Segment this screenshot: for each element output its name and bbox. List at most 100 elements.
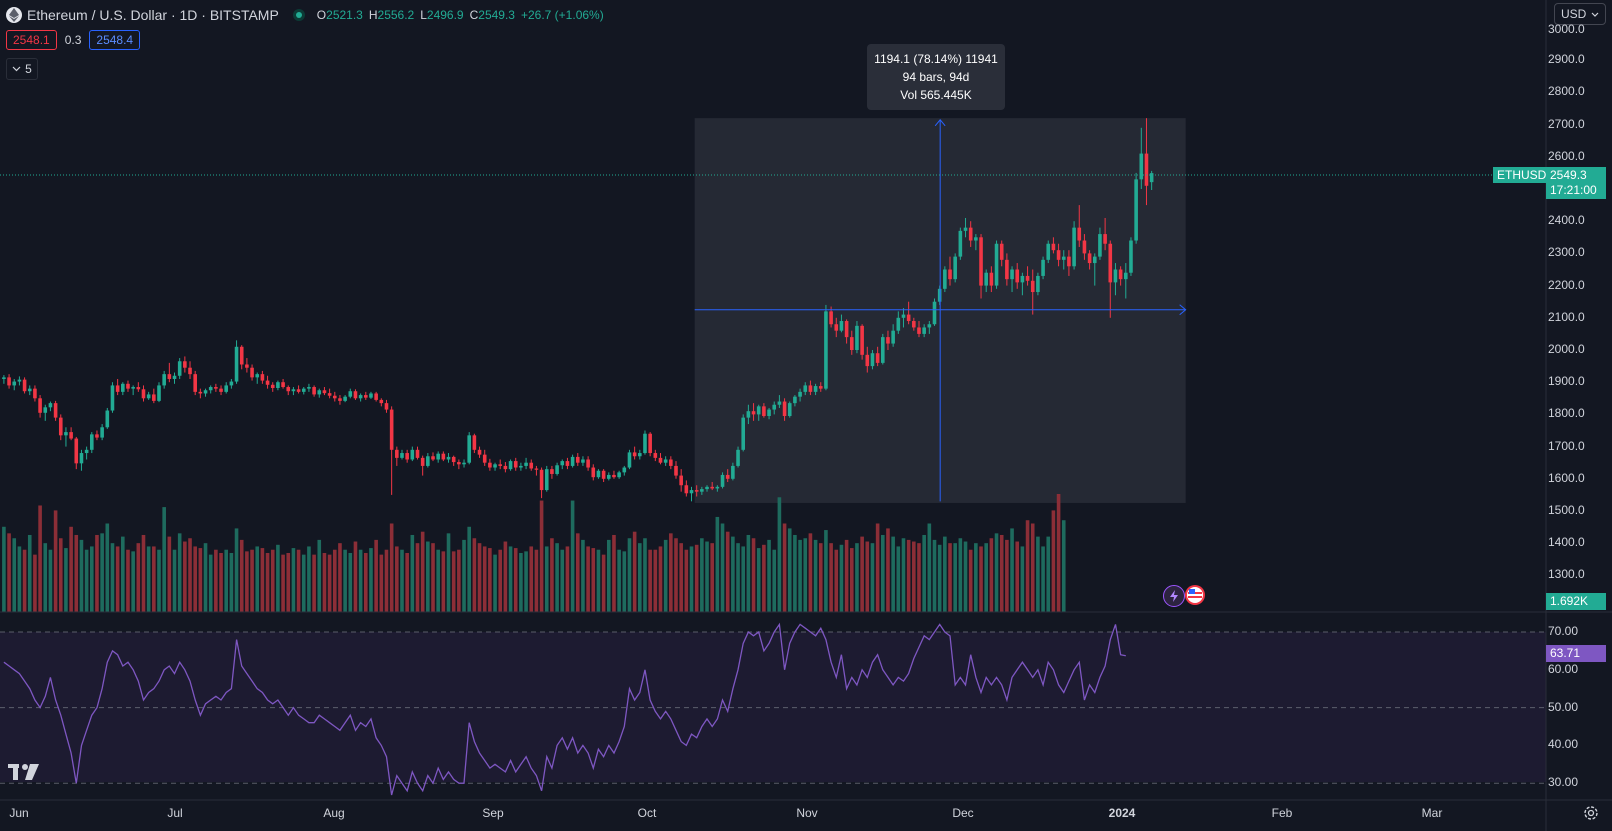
- volume-bar: [906, 539, 911, 612]
- rsi-axis-label: 70.00: [1548, 624, 1579, 638]
- price-axis-label: 3000.0: [1548, 22, 1585, 36]
- volume-bar: [115, 546, 120, 612]
- volume-bar: [312, 554, 316, 612]
- candle-body: [477, 449, 482, 455]
- candle-body: [570, 456, 575, 466]
- volume-bar: [27, 534, 32, 612]
- volume-bar: [725, 531, 730, 612]
- indicators-toggle-button[interactable]: 5: [6, 58, 38, 80]
- candle-body: [798, 391, 802, 397]
- candle-body: [999, 243, 1004, 260]
- volume-bar: [214, 549, 218, 612]
- candle-body: [751, 411, 756, 415]
- volume-bar: [756, 548, 761, 612]
- volume-bar: [849, 548, 854, 612]
- volume-bar: [172, 549, 177, 612]
- tradingview-logo[interactable]: [8, 762, 42, 782]
- volume-bar: [798, 539, 802, 612]
- candle-body: [725, 474, 730, 479]
- volume-bar: [731, 536, 735, 612]
- time-axis-label: Nov: [796, 806, 818, 820]
- volume-bar: [881, 534, 885, 612]
- volume-bar: [513, 548, 518, 612]
- volume-bar: [286, 553, 291, 612]
- candle-body: [513, 461, 518, 468]
- price-axis-label: 2900.0: [1548, 52, 1585, 67]
- lightning-event-icon[interactable]: [1163, 585, 1185, 607]
- candle-body: [1103, 234, 1107, 244]
- candle-body: [208, 387, 213, 391]
- candle-body: [100, 427, 104, 438]
- price-axis-label: 2800.0: [1548, 84, 1585, 99]
- buy-button[interactable]: 2548.4: [89, 30, 141, 50]
- volume-bar: [575, 533, 580, 612]
- volume-bar: [17, 546, 22, 612]
- candle-body: [560, 461, 565, 466]
- us-flag-event-icon[interactable]: [1185, 585, 1205, 605]
- volume-bar: [100, 533, 104, 612]
- symbol-legend[interactable]: Ethereum / U.S. Dollar · 1D · BITSTAMP O…: [6, 5, 604, 25]
- sell-button[interactable]: 2548.1: [6, 30, 57, 50]
- candle-body: [622, 467, 627, 473]
- candle-body: [1056, 250, 1061, 260]
- candle-body: [777, 401, 782, 405]
- symbol-title[interactable]: Ethereum / U.S. Dollar · 1D · BITSTAMP: [27, 7, 279, 23]
- gear-icon[interactable]: [1582, 804, 1600, 822]
- candle-body: [420, 457, 425, 466]
- candle-body: [1041, 259, 1045, 276]
- candle-body: [565, 461, 570, 466]
- volume-bar: [358, 549, 363, 612]
- candle-body: [110, 385, 115, 411]
- measure-tooltip: 1194.1 (78.14%) 11941 94 bars, 94d Vol 5…: [867, 44, 1005, 110]
- candle-body: [17, 379, 22, 382]
- volume-bar: [751, 538, 756, 612]
- candle-body: [358, 395, 363, 399]
- candle-body: [126, 383, 130, 389]
- volume-bar: [234, 528, 239, 612]
- volume-bar: [901, 538, 906, 612]
- candle-body: [69, 432, 73, 439]
- volume-bar: [188, 538, 192, 612]
- candle-body: [979, 237, 983, 286]
- candle-body: [265, 380, 270, 385]
- candle-body: [550, 469, 554, 474]
- volume-bar: [777, 497, 782, 612]
- volume-bar: [22, 549, 27, 612]
- volume-bar: [1061, 520, 1066, 612]
- volume-bar: [715, 516, 720, 612]
- candle-body: [534, 468, 539, 470]
- volume-bar: [684, 549, 689, 612]
- volume-bar: [782, 523, 787, 612]
- volume-bars: [2, 494, 1066, 612]
- candle-body: [312, 387, 316, 395]
- market-status-icon[interactable]: [292, 9, 305, 21]
- currency-select[interactable]: USD: [1554, 3, 1606, 25]
- candle-body: [1092, 256, 1097, 264]
- volume-bar: [953, 543, 957, 612]
- volume-bar: [560, 549, 565, 612]
- candle-body: [224, 385, 229, 392]
- candle-body: [255, 374, 260, 378]
- candle-body: [141, 389, 146, 399]
- candle-body: [441, 453, 446, 460]
- volume-bar: [772, 549, 777, 612]
- candle-body: [922, 327, 926, 334]
- candle-body: [177, 361, 182, 376]
- volume-bar: [1046, 536, 1051, 612]
- ohlc-values: O2521.3 H2556.2 L2496.9 C2549.3 +26.7 (+…: [316, 8, 604, 22]
- candle-body: [1123, 272, 1128, 280]
- candle-body: [7, 377, 11, 386]
- price-axis-label: 1900.0: [1548, 374, 1585, 389]
- candle-body: [669, 459, 673, 466]
- volume-bar: [570, 500, 575, 612]
- price-axis-label: 1600.0: [1548, 470, 1585, 485]
- volume-bar: [917, 543, 921, 612]
- candle-body: [167, 374, 172, 379]
- candle-body: [353, 391, 358, 399]
- volume-bar: [958, 538, 963, 612]
- volume-bar: [844, 539, 849, 612]
- volume-bar: [741, 546, 746, 612]
- candle-body: [555, 465, 559, 474]
- volume-bar: [410, 534, 415, 612]
